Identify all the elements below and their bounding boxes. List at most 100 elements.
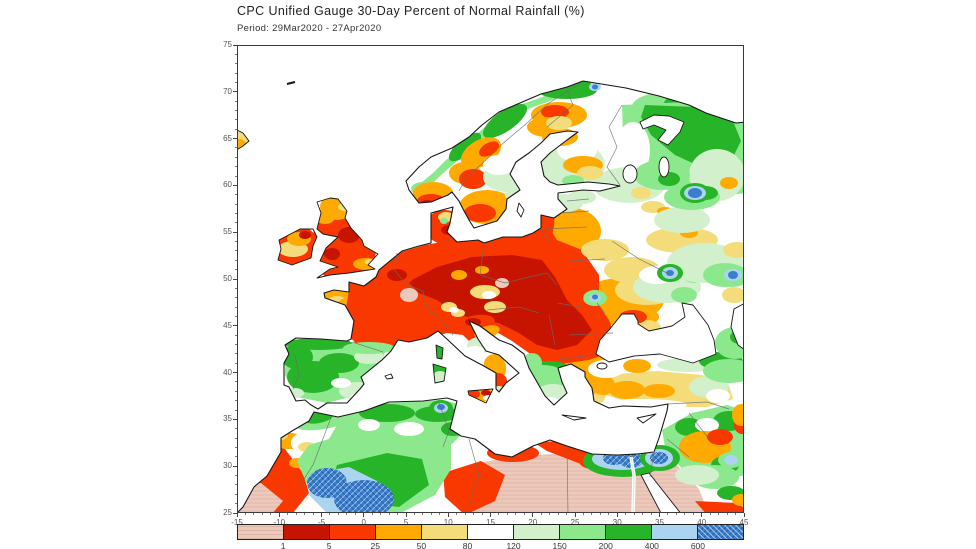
lat-tick-minor: [235, 315, 237, 317]
lon-tick-minor: [473, 513, 475, 515]
lat-tick-label: 65: [223, 133, 232, 143]
lon-tick-minor: [718, 513, 720, 515]
colorbar-cell: [652, 525, 698, 539]
lat-tick-major: [233, 278, 237, 280]
map-title: CPC Unified Gauge 30-Day Percent of Norm…: [237, 4, 585, 18]
lon-tick-minor: [388, 513, 390, 515]
lon-tick-minor: [270, 513, 272, 515]
lon-tick-major: [574, 513, 576, 517]
lon-tick-minor: [498, 513, 500, 515]
lat-tick-minor: [235, 241, 237, 243]
lat-tick-minor: [235, 475, 237, 477]
lon-tick-minor: [549, 513, 551, 515]
lon-tick-major: [616, 513, 618, 517]
lat-tick-minor: [235, 400, 237, 402]
lon-tick-minor: [430, 513, 432, 515]
map-period: Period: 29Mar2020 - 27Apr2020: [237, 23, 382, 34]
colorbar-label: 120: [506, 541, 521, 549]
country-borders: [292, 82, 730, 513]
lat-tick-minor: [235, 147, 237, 149]
lon-tick-minor: [439, 513, 441, 515]
lat-tick-minor: [235, 269, 237, 271]
lon-tick-minor: [667, 513, 669, 515]
colorbar-cell: [284, 525, 330, 539]
colorbar-label: 80: [462, 541, 473, 549]
lon-tick-minor: [329, 513, 331, 515]
lon-tick-label: 10: [443, 518, 453, 527]
caspian-sea: [730, 303, 744, 350]
lon-tick-major: [363, 513, 365, 517]
lon-tick-minor: [456, 513, 458, 515]
lon-tick-minor: [380, 513, 382, 515]
lat-tick-minor: [235, 409, 237, 411]
lat-tick-minor: [235, 128, 237, 130]
lat-tick-minor: [235, 203, 237, 205]
lat-tick-major: [233, 44, 237, 46]
lat-tick-minor: [235, 222, 237, 224]
lat-tick-major: [233, 372, 237, 374]
lon-tick-minor: [422, 513, 424, 515]
colorbar-label: 25: [370, 541, 380, 549]
colorbar-label: 50: [416, 541, 427, 549]
lat-tick-minor: [235, 297, 237, 299]
lat-tick-minor: [235, 63, 237, 65]
lat-tick-minor: [235, 437, 237, 439]
lat-tick-minor: [235, 353, 237, 355]
lat-tick-major: [233, 512, 237, 514]
lon-tick-minor: [599, 513, 601, 515]
lon-tick-minor: [295, 513, 297, 515]
lat-tick-minor: [235, 344, 237, 346]
lat-tick-minor: [235, 446, 237, 448]
lon-tick-minor: [642, 513, 644, 515]
lon-tick-minor: [557, 513, 559, 515]
lat-tick-minor: [235, 259, 237, 261]
lat-tick-minor: [235, 503, 237, 505]
lat-tick-minor: [235, 381, 237, 383]
lat-tick-minor: [235, 493, 237, 495]
lat-tick-major: [233, 418, 237, 420]
lat-tick-minor: [235, 100, 237, 102]
lon-tick-major: [743, 513, 745, 517]
lon-tick-minor: [540, 513, 542, 515]
lat-tick-major: [233, 138, 237, 140]
colorbar-label: 400: [644, 541, 659, 549]
lon-tick-major: [405, 513, 407, 517]
coastlines: [237, 80, 744, 513]
lon-tick-minor: [625, 513, 627, 515]
lon-tick-label: -15: [231, 518, 243, 527]
lon-tick-minor: [735, 513, 737, 515]
lon-tick-minor: [312, 513, 314, 515]
colorbar-cell: [422, 525, 468, 539]
lat-tick-minor: [235, 456, 237, 458]
lat-tick-label: 75: [223, 40, 232, 49]
map-frame: [237, 45, 744, 513]
lat-tick-label: 70: [223, 86, 232, 96]
lat-tick-minor: [235, 156, 237, 158]
lat-tick-label: 25: [223, 508, 232, 517]
lon-tick-minor: [523, 513, 525, 515]
lon-tick-label: -10: [273, 518, 286, 527]
lon-tick-minor: [608, 513, 610, 515]
lon-tick-minor: [633, 513, 635, 515]
colorbar-label: 150: [552, 541, 567, 549]
lat-tick-label: 35: [223, 414, 232, 424]
lat-tick-minor: [235, 287, 237, 289]
lon-tick-minor: [481, 513, 483, 515]
lat-tick-minor: [235, 119, 237, 121]
lon-tick-major: [321, 513, 322, 517]
lat-tick-minor: [235, 334, 237, 336]
lon-tick-major: [278, 513, 280, 517]
colorbar-cell: [698, 525, 743, 539]
colorbar-label: 1: [280, 541, 286, 549]
lat-tick-minor: [235, 212, 237, 214]
lat-tick-label: 50: [223, 274, 232, 283]
lon-tick-minor: [566, 513, 568, 515]
lon-tick-minor: [346, 513, 348, 515]
lat-tick-major: [233, 325, 237, 327]
colorbar-cell: [468, 525, 514, 539]
lon-tick-minor: [675, 513, 677, 515]
lon-tick-minor: [244, 513, 246, 515]
lat-tick-minor: [235, 166, 237, 168]
map-area: [237, 45, 744, 513]
